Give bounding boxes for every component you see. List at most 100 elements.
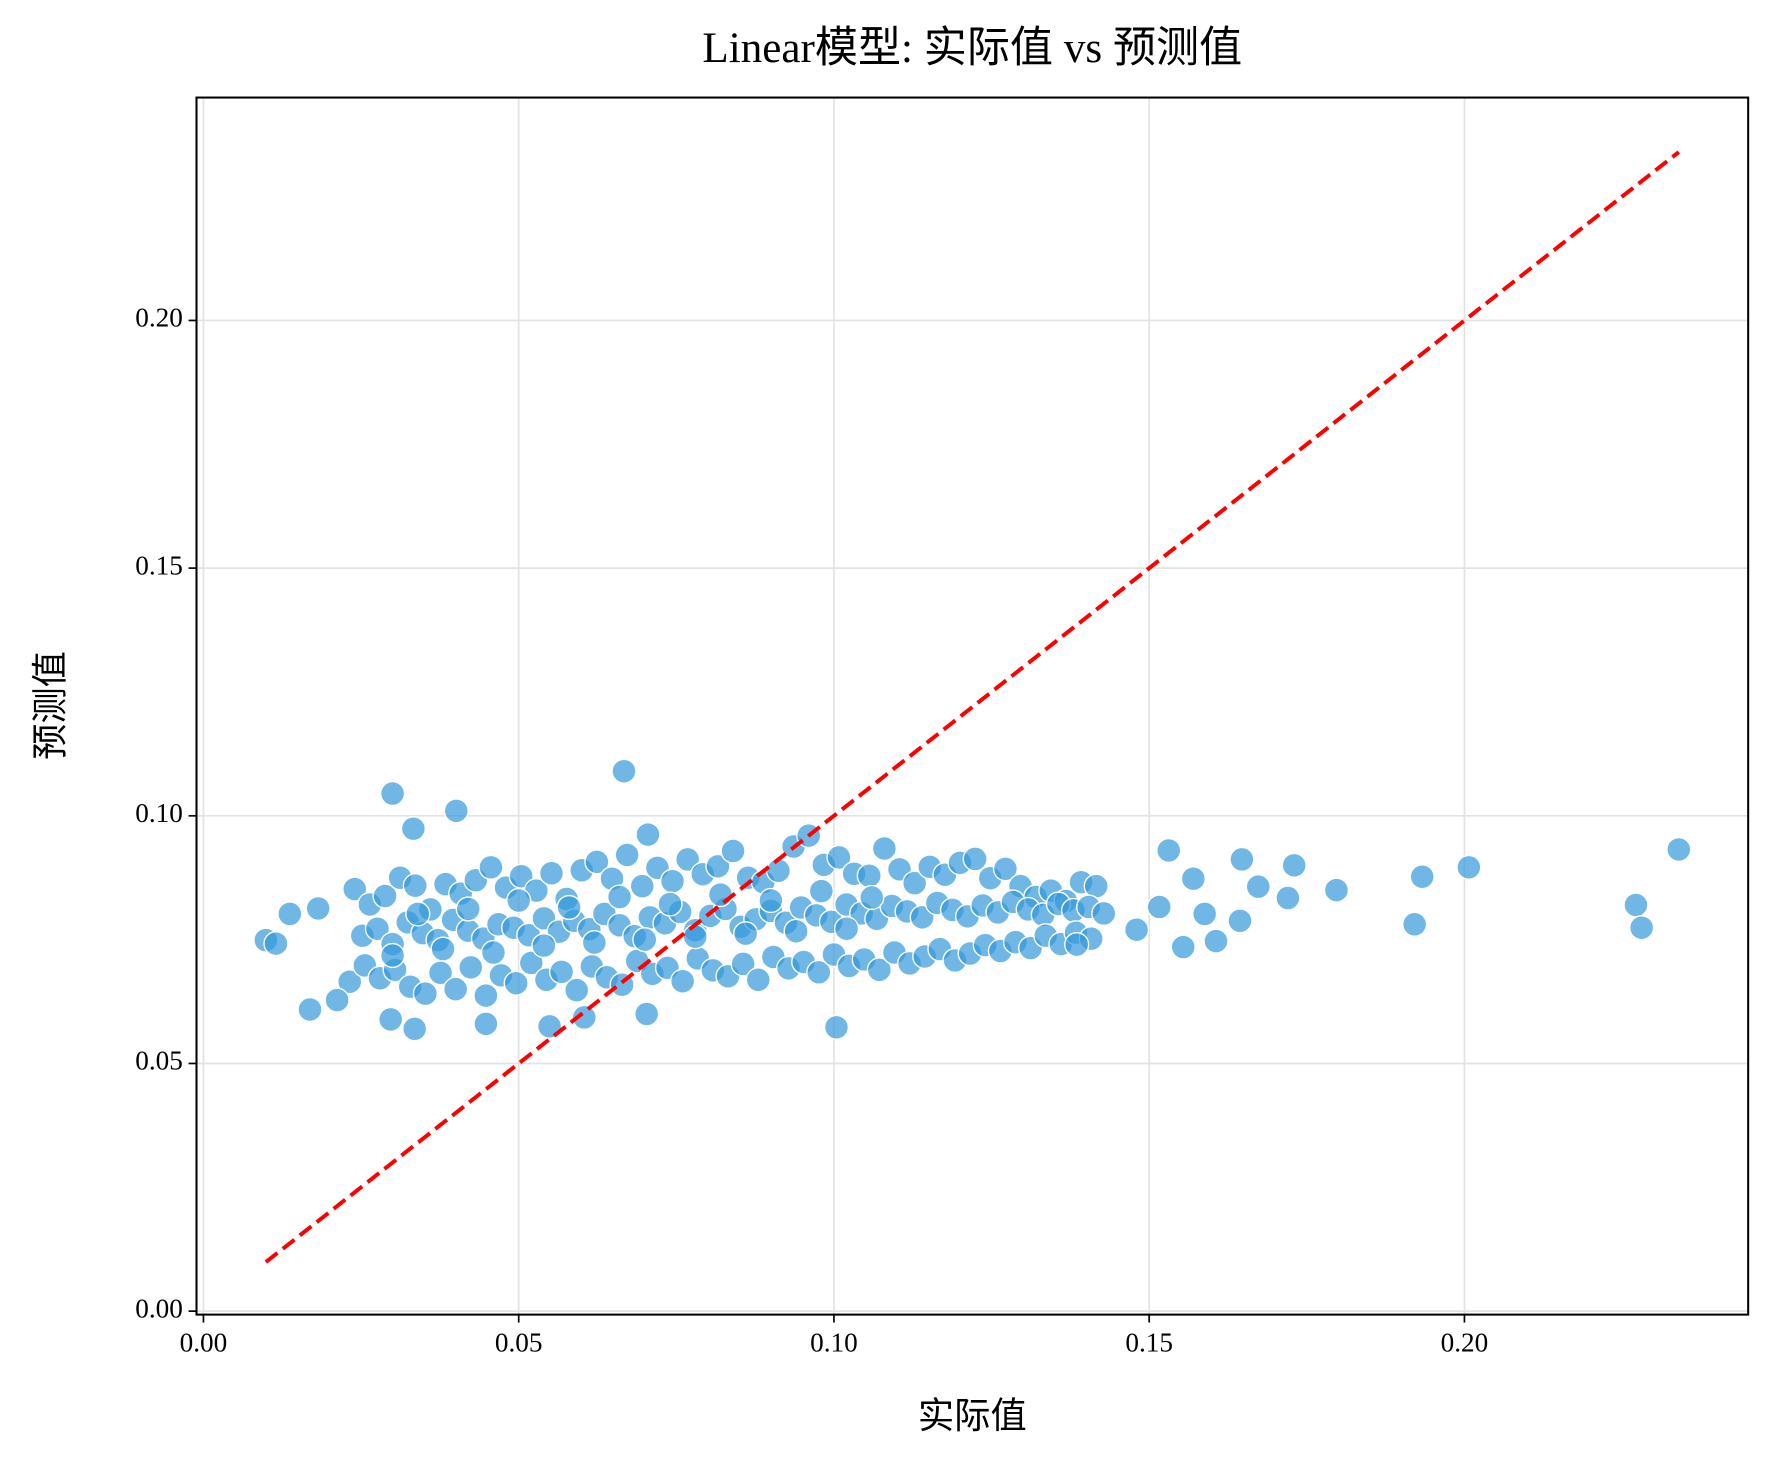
x-tick-label: 0.05 (495, 1327, 543, 1357)
y-axis-label: 预测值 (28, 651, 71, 760)
point (670, 968, 696, 994)
point (733, 921, 759, 947)
point (564, 977, 590, 1003)
point (458, 954, 484, 980)
point (478, 854, 504, 880)
point (720, 838, 746, 864)
point (765, 858, 792, 884)
point (632, 927, 658, 953)
point (629, 873, 655, 899)
point (1064, 931, 1090, 958)
point (1456, 854, 1482, 880)
point (614, 842, 640, 868)
point (1402, 911, 1428, 937)
point (1629, 915, 1655, 941)
point (806, 959, 832, 985)
x-axis-label: 实际值 (918, 1394, 1027, 1437)
point (635, 822, 661, 848)
point (606, 884, 633, 910)
point (1275, 885, 1301, 911)
point (405, 901, 431, 927)
point (1156, 837, 1182, 864)
point (730, 951, 756, 977)
point (548, 959, 575, 985)
point (402, 873, 428, 899)
point (871, 835, 897, 862)
point (305, 895, 331, 922)
x-tick-label: 0.10 (810, 1327, 858, 1357)
point (1203, 928, 1229, 954)
point (859, 884, 885, 911)
point (705, 853, 731, 879)
point (675, 846, 701, 872)
point (758, 887, 784, 914)
point (412, 981, 438, 1007)
plot-frame (195, 96, 1750, 1316)
point (866, 957, 892, 983)
y-tick-label: 0.20 (135, 303, 183, 333)
point (1146, 894, 1172, 920)
point (657, 891, 683, 917)
point (1409, 864, 1435, 890)
point (571, 1004, 597, 1030)
point (337, 969, 363, 995)
point (823, 1014, 850, 1040)
point (1192, 901, 1218, 927)
point (783, 918, 809, 944)
point (402, 1016, 428, 1042)
point (324, 987, 350, 1013)
point (443, 976, 469, 1002)
point (372, 883, 398, 909)
point (364, 916, 391, 942)
x-tick-label: 0.15 (1125, 1327, 1173, 1357)
point (277, 901, 303, 927)
point (400, 816, 426, 842)
point (430, 936, 456, 962)
y-tick-label: 0.00 (135, 1293, 183, 1323)
point (480, 939, 507, 966)
point (1180, 866, 1206, 892)
point (902, 870, 928, 896)
scatter-series (253, 758, 1692, 1042)
x-tick-label: 0.20 (1441, 1327, 1489, 1357)
point (1091, 900, 1117, 926)
point (634, 1001, 660, 1027)
point (659, 868, 686, 894)
point (1227, 908, 1253, 934)
point (473, 1011, 499, 1037)
point (584, 849, 610, 875)
point (1245, 874, 1271, 900)
point (992, 856, 1019, 882)
x-tick-label: 0.00 (180, 1327, 228, 1357)
point (342, 876, 368, 902)
point (531, 932, 557, 959)
point (263, 931, 289, 957)
point (826, 844, 852, 870)
point (380, 942, 406, 969)
y-tick-label: 0.15 (135, 550, 183, 580)
point (745, 967, 771, 993)
point (297, 996, 323, 1023)
point (518, 950, 544, 976)
point (1666, 836, 1692, 863)
point (581, 930, 607, 956)
point (506, 887, 532, 914)
chart-title: Linear模型: 实际值 vs 预测值 (702, 24, 1242, 72)
point (1229, 846, 1255, 872)
point (808, 878, 834, 904)
point (455, 896, 481, 922)
point (1623, 892, 1649, 918)
point (378, 1006, 404, 1032)
point (380, 780, 406, 807)
point (1170, 934, 1196, 960)
reference-line (264, 150, 1681, 1264)
point (856, 863, 882, 889)
point (538, 860, 565, 886)
y-tick-label: 0.05 (135, 1046, 183, 1076)
point (1323, 877, 1350, 903)
point (682, 924, 708, 950)
point (707, 881, 734, 908)
